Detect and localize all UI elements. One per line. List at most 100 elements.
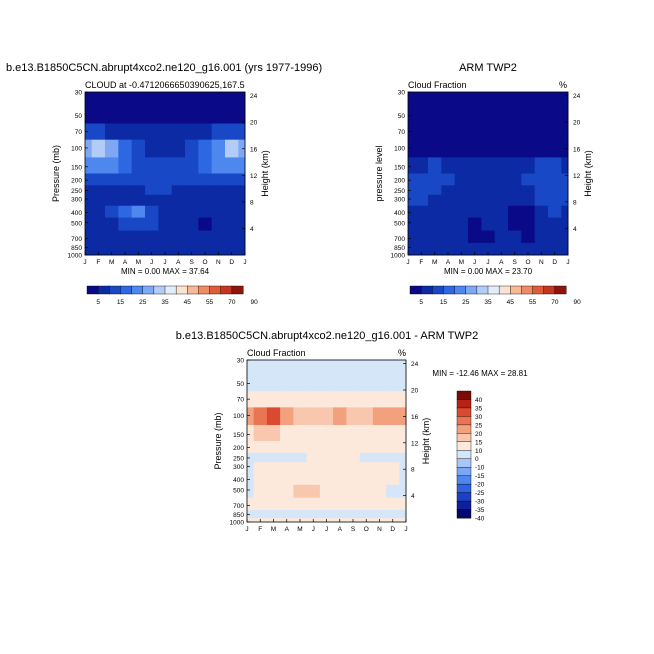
obs-xtick-label: J xyxy=(486,259,489,266)
diff-cell-5-12 xyxy=(399,441,407,454)
model-cell-3-0 xyxy=(85,139,93,158)
model-cbar-label: 15 xyxy=(117,299,125,306)
obs-xtick-label: F xyxy=(419,259,423,266)
diff-cell-6-11 xyxy=(386,452,400,463)
obs-cell-11-9 xyxy=(521,242,536,252)
diff-xtick-label: D xyxy=(390,526,395,533)
obs-ytick-label: 300 xyxy=(394,197,405,204)
diff-subtitle-right: % xyxy=(398,348,406,358)
obs-cell-11-7 xyxy=(494,242,509,252)
diff-cell-4-9 xyxy=(359,424,374,442)
obs-cell-11-4 xyxy=(454,242,469,252)
model-cbar-swatch xyxy=(231,285,244,295)
model-cell-5-5 xyxy=(145,173,159,186)
model-cell-9-2 xyxy=(105,217,119,231)
obs-cbar-label: 5 xyxy=(419,299,423,306)
obs-cell-2-8 xyxy=(508,123,522,141)
model-cell-2-5 xyxy=(145,123,159,141)
obs-cell-1-3 xyxy=(441,103,456,124)
obs-yrtick-label: 16 xyxy=(573,146,581,153)
model-cell-11-0 xyxy=(85,242,93,252)
diff-cell-10-8 xyxy=(346,497,361,511)
diff-cell-9-0 xyxy=(247,484,255,499)
model-cell-9-9 xyxy=(198,217,213,231)
model-cell-5-7 xyxy=(171,173,186,186)
model-cbar-swatch xyxy=(120,285,133,295)
diff-cell-8-10 xyxy=(372,473,387,486)
model-cell-1-3 xyxy=(118,103,133,124)
diff-cell-7-10 xyxy=(372,462,387,474)
obs-cbar-swatch xyxy=(432,285,444,295)
obs-ytick-label: 200 xyxy=(394,178,405,185)
model-cell-8-10 xyxy=(211,205,226,218)
model-xtick-label: M xyxy=(136,259,141,266)
diff-yrtick-label: 16 xyxy=(411,414,419,421)
model-cell-10-8 xyxy=(185,230,199,244)
diff-cell-10-3 xyxy=(280,497,294,511)
obs-cell-10-9 xyxy=(521,230,536,244)
obs-cell-3-6 xyxy=(481,139,496,158)
model-cell-8-5 xyxy=(145,205,159,218)
diff-cell-7-8 xyxy=(346,462,361,474)
model-cell-2-11 xyxy=(225,123,239,141)
model-cell-4-2 xyxy=(105,157,119,174)
obs-xtick-label: J xyxy=(406,259,409,266)
obs-cell-2-2 xyxy=(428,123,442,141)
model-cell-10-11 xyxy=(225,230,239,244)
diff-cell-9-9 xyxy=(359,484,374,499)
model-cell-1-8 xyxy=(185,103,199,124)
diff-cell-3-2 xyxy=(266,407,281,426)
diff-cell-3-12 xyxy=(399,407,407,426)
obs-cell-1-6 xyxy=(481,103,496,124)
diff-cell-1-8 xyxy=(346,371,361,392)
obs-xtick-label: N xyxy=(539,259,544,266)
model-xtick-label: A xyxy=(123,259,128,266)
model-cell-9-11 xyxy=(225,217,239,231)
obs-title: ARM TWP2 xyxy=(459,62,517,74)
obs-cell-2-0 xyxy=(408,123,416,141)
obs-cell-1-9 xyxy=(521,103,536,124)
model-cell-7-1 xyxy=(91,194,106,207)
obs-cell-9-2 xyxy=(428,217,442,231)
diff-cell-6-7 xyxy=(333,452,347,463)
model-cell-11-11 xyxy=(225,242,239,252)
diff-cell-1-4 xyxy=(293,371,308,392)
diff-cell-7-0 xyxy=(247,462,255,474)
diff-cell-4-5 xyxy=(306,424,321,442)
model-cell-0-12 xyxy=(238,92,246,105)
diff-cell-2-11 xyxy=(386,391,400,408)
model-cell-5-4 xyxy=(131,173,146,186)
model-cell-9-10 xyxy=(211,217,226,231)
diff-cell-7-11 xyxy=(386,462,400,474)
obs-cell-1-10 xyxy=(534,103,549,124)
diff-cell-8-12 xyxy=(399,473,407,486)
diff-xtick-label: M xyxy=(271,526,276,533)
diff-cell-0-10 xyxy=(372,360,387,373)
diff-xtick-label: J xyxy=(325,526,328,533)
diff-cbar-label: -40 xyxy=(475,516,485,523)
diff-xtick-label: J xyxy=(245,526,248,533)
diff-cell-6-9 xyxy=(359,452,374,463)
obs-cell-6-2 xyxy=(428,185,442,196)
model-cell-2-9 xyxy=(198,123,213,141)
diff-cell-5-8 xyxy=(346,441,361,454)
diff-cell-8-5 xyxy=(306,473,321,486)
model-cell-11-6 xyxy=(158,242,173,252)
diff-cell-1-12 xyxy=(399,371,407,392)
model-cell-6-11 xyxy=(225,185,239,196)
diff-cell-4-6 xyxy=(319,424,334,442)
model-cell-12-12 xyxy=(238,251,246,256)
obs-cell-2-10 xyxy=(534,123,549,141)
obs-cell-3-0 xyxy=(408,139,416,158)
diff-cell-11-12 xyxy=(399,510,407,519)
diff-cell-9-6 xyxy=(319,484,334,499)
diff-cbar-label: 40 xyxy=(475,397,483,404)
model-cell-4-12 xyxy=(238,157,246,174)
obs-cell-3-2 xyxy=(428,139,442,158)
model-cell-8-0 xyxy=(85,205,93,218)
model-cell-1-7 xyxy=(171,103,186,124)
model-cell-10-2 xyxy=(105,230,119,244)
model-ytick-label: 100 xyxy=(71,145,82,152)
